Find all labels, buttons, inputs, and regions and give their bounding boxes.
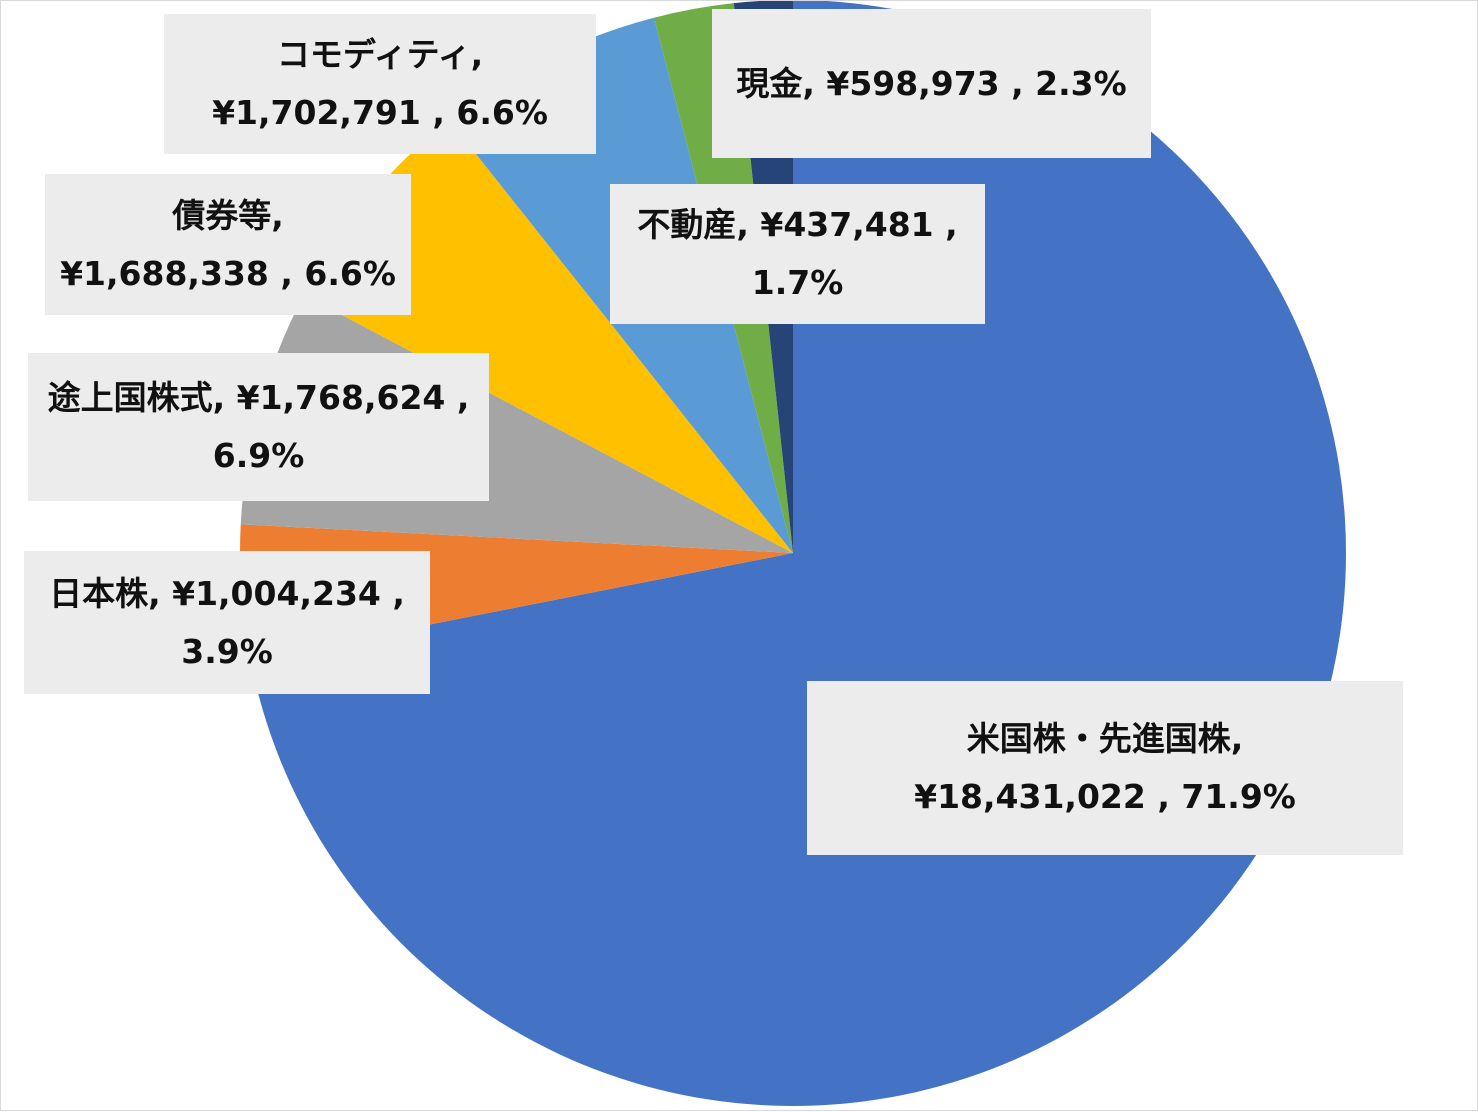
label-commodities-line2: ¥1,702,791 , 6.6% (212, 93, 548, 132)
label-us-developed-stocks-line1: 米国株・先進国株, (966, 719, 1244, 758)
label-emerging-stocks-line2: 6.9% (212, 436, 305, 475)
label-us-developed-stocks-line2: ¥18,431,022 , 71.9% (914, 777, 1296, 816)
label-real-estate-line2: 1.7% (751, 263, 844, 302)
pie-slice-4 (303, 120, 793, 553)
label-emerging-stocks-line1: 途上国株式, ¥1,768,624 , (47, 378, 470, 417)
label-commodities-line1: コモディティ, (276, 35, 484, 74)
label-bonds: 債券等, ¥1,688,338 , 6.6% (45, 174, 411, 315)
label-japan-stocks: 日本株, ¥1,004,234 , 3.9% (24, 551, 430, 694)
label-japan-stocks-line2: 3.9% (181, 631, 273, 671)
label-commodities: コモディティ, ¥1,702,791 , 6.6% (164, 14, 596, 154)
label-cash: 現金, ¥598,973 , 2.3% (712, 9, 1151, 158)
label-real-estate-line1: 不動産, ¥437,481 , (637, 205, 958, 244)
label-emerging-stocks: 途上国株式, ¥1,768,624 , 6.9% (28, 353, 489, 501)
label-japan-stocks-line1: 日本株, ¥1,004,234 , (49, 573, 405, 613)
label-us-developed-stocks: 米国株・先進国株, ¥18,431,022 , 71.9% (807, 681, 1403, 855)
label-cash-line1: 現金, ¥598,973 , 2.3% (736, 63, 1127, 103)
label-real-estate: 不動産, ¥437,481 , 1.7% (610, 184, 985, 324)
label-bonds-line1: 債券等, (172, 195, 284, 235)
label-bonds-line2: ¥1,688,338 , 6.6% (60, 253, 396, 293)
